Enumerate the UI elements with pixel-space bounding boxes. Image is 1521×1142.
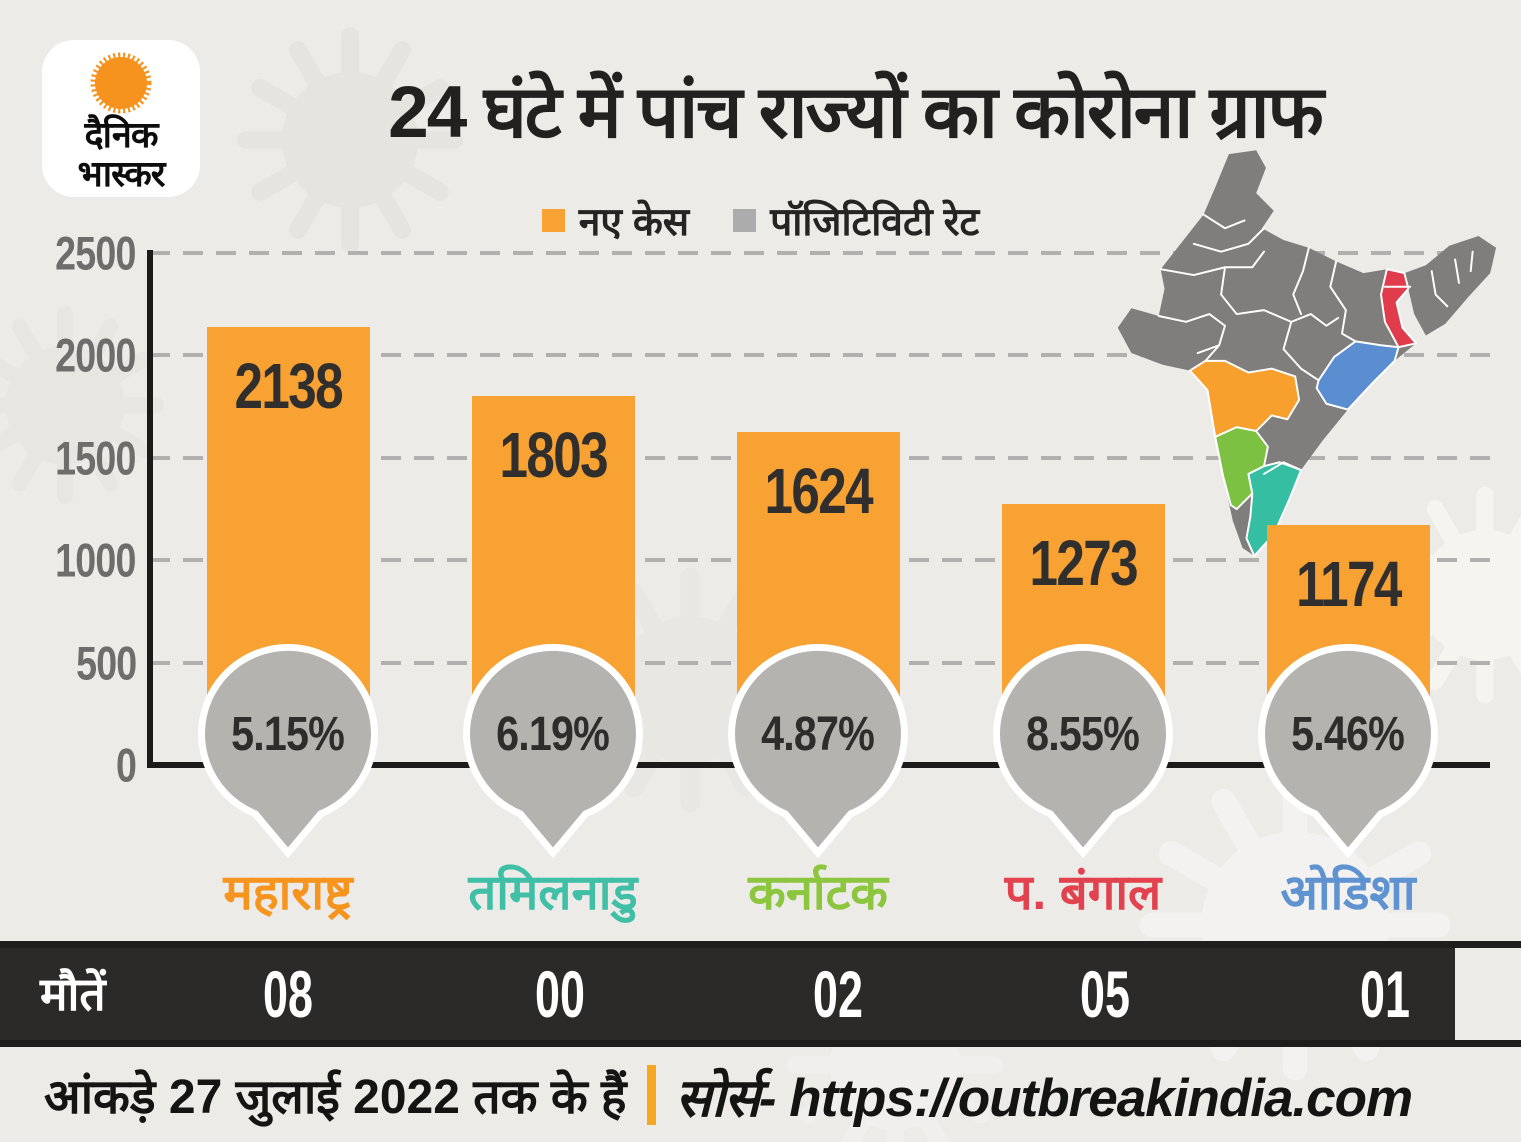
logo-text-line1: दैनिक [84,114,158,155]
positivity-value: 4.87% [761,708,876,761]
bar-value: 1273 [1029,527,1138,600]
orange-swatch-icon [541,209,565,232]
map-state-odisha [1315,340,1400,411]
india-map [1117,150,1497,557]
positivity-value: 5.15% [231,708,346,761]
footer-source: सोर्स- https://outbreakindia.com [675,1068,1414,1128]
bar-value: 1624 [764,455,873,528]
footer-separator [646,1065,656,1125]
bar-value: 1803 [499,418,608,491]
map-state-borders [1157,213,1474,475]
state-label: तमिलनाडु [468,866,638,920]
legend-item-new-cases: नए केस [541,194,690,247]
y-axis-tick: 2500 [55,226,137,280]
deaths-strip: मौतें 08 00 02 05 01 [0,941,1521,1047]
state-label: महाराष्ट्र [223,866,353,920]
y-axis-tick: 1500 [55,431,137,485]
gridline [150,353,1490,358]
pin-icon [198,643,378,859]
positivity-pin: 8.55% [987,641,1179,863]
positivity-pin: 4.87% [722,641,914,863]
legend-label-new-cases: नए केस [578,201,690,244]
state-label: प. बंगाल [1004,866,1162,920]
gray-swatch-icon [733,209,757,232]
positivity-pin: 5.15% [192,641,384,863]
state-label: ओडिशा [1280,866,1416,920]
chart-legend: नए केस पॉजिटिविटी रेट [0,194,1521,247]
y-axis-line [147,250,153,768]
page-title: 24 घंटे में पांच राज्यों का कोरोना ग्राफ [388,72,1324,153]
sun-icon [90,52,152,114]
positivity-value: 8.55% [1026,708,1141,761]
deaths-label: मौतें [40,968,106,1020]
india-outline [1117,150,1497,556]
deaths-value: 01 [1360,957,1410,1031]
y-axis-tick: 0 [115,738,137,792]
y-axis-tick: 1000 [55,533,137,587]
legend-item-positivity: पॉजिटिविटी रेट [733,194,979,247]
positivity-value: 6.19% [496,708,611,761]
footer: आंकड़े 27 जुलाई 2022 तक के हैं सोर्स- ht… [44,1054,1414,1136]
y-axis-tick: 500 [75,636,137,690]
positivity-pin: 6.19% [457,641,649,863]
deaths-value: 05 [1080,957,1130,1031]
bar-value: 1174 [1295,547,1402,620]
map-state-maharashtra [1188,359,1301,438]
y-axis-tick: 2000 [55,328,137,382]
deaths-value: 02 [813,957,863,1031]
logo-text-line2: भास्कर [77,153,165,194]
legend-label-positivity: पॉजिटिविटी रेट [770,201,980,244]
deaths-value: 08 [263,957,313,1031]
gridline [150,251,1490,255]
state-label: कर्नाटक [748,866,888,920]
bar-value: 2138 [234,350,343,423]
map-state-west-bengal [1380,268,1418,349]
map-state-tamilnadu [1245,461,1303,557]
positivity-pin: 5.46% [1252,641,1444,863]
dainik-bhaskar-logo: दैनिक भास्कर [42,40,200,197]
deaths-value: 00 [535,957,585,1031]
pin-icon [993,643,1173,859]
footer-note: आंकड़े 27 जुलाई 2022 तक के हैं [44,1070,627,1124]
positivity-value: 5.46% [1291,708,1406,761]
deaths-strip-bg [0,948,1455,1040]
